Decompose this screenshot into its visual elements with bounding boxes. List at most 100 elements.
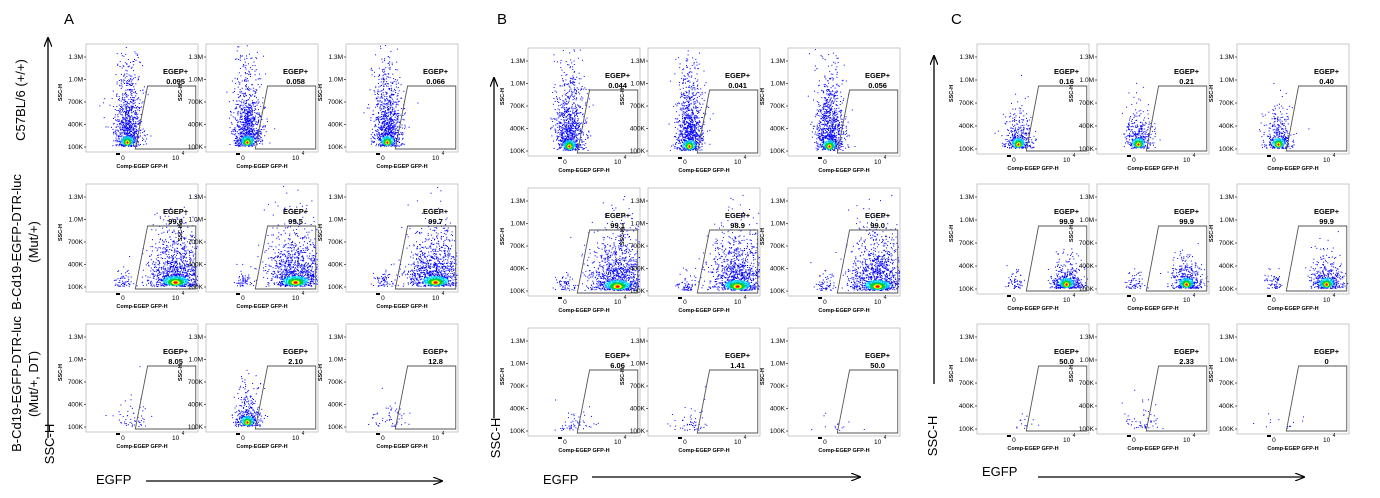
plot-c-r3-c1-ytick: 700K	[959, 380, 975, 387]
plot-c-r2-c2-ytick: 700K	[1079, 240, 1095, 247]
plot-c-r3-c1-ytick: 1.3M	[960, 334, 974, 341]
plot-a-r2-c1-gate-value: 99.6	[168, 217, 183, 226]
plot-b-r3-c3-events	[811, 412, 865, 431]
plot-c-r3-c2-ylabel: SSC-H	[1069, 365, 1075, 382]
plot-c-r1-c3-gate-label: EGEP+	[1314, 67, 1340, 76]
plot-c-r3-c1-gate	[1025, 365, 1088, 432]
plot-c-r1-c1-gate-value: 0.16	[1059, 77, 1074, 86]
plot-c-r3-c3-xtick-ten: 10	[1323, 437, 1331, 444]
plot-b-r1-c1-gate-value: 0.044	[608, 81, 628, 90]
plot-a-r3-c3-xlabel: Comp-EGEP GFP-H	[376, 444, 427, 450]
plot-b-r2-c3-xlabel: Comp-EGEP GFP-H	[818, 308, 869, 314]
plot-b-r2-c1-ytick: 700K	[510, 243, 526, 250]
plot-a-r1-c1-ytick: 400K	[68, 122, 84, 129]
plot-c-r2-c1-events-core	[1059, 278, 1074, 288]
plot-a-r3-c2-events-core	[241, 416, 254, 426]
plot-a-r3-c3-ytick: 1.3M	[329, 334, 343, 341]
plot-a-r1-c1-gate	[134, 85, 197, 150]
plot-a-r3-c3-xtick-zero: 0	[381, 435, 385, 442]
plot-a-r3-c1: 100K 400K 700K 1.0M 1.3M SSC-H 0 104 Comp-EGEP G…	[58, 323, 199, 450]
plot-c-r3-c2-ytick: 400K	[1079, 403, 1095, 410]
plot-a-r1-c1-frame	[85, 43, 199, 153]
plot-b-r1-c2-events	[668, 50, 714, 151]
plot-a-r1-c3-xtick-ten: 10	[432, 155, 440, 162]
plot-c-r1-c3-xlabel: Comp-EGEP GFP-H	[1267, 166, 1318, 172]
plot-a-r2-c2-ytick: 1.3M	[189, 194, 203, 201]
plot-b-r1-c1-ytick: 100K	[510, 148, 526, 155]
plot-b-r2-c2-ytick: 1.0M	[631, 221, 645, 228]
plot-c-r1-c1-ytick: 400K	[959, 123, 975, 130]
plot-a-r2-c1-gate	[134, 225, 197, 290]
plot-b-r3-c1: 100K 400K 700K 1.0M 1.3M SSC-H 0 104 Comp-EGEP G…	[500, 327, 641, 454]
plot-c-r1-c3-xtick-ten: 10	[1323, 157, 1331, 164]
plot-b-r3-c2-xtick-ten: 10	[734, 439, 742, 446]
plot-a-r1-c1-xtick-zero: 0	[121, 155, 125, 162]
plot-c-r3-c2-gate	[1145, 365, 1208, 432]
plot-b-r3-c1-ytick: 700K	[510, 383, 526, 390]
plot-b-r1-c2-ytick: 1.3M	[631, 58, 645, 65]
plot-a-r3-c3-gate-label: EGEP+	[423, 347, 449, 356]
plot-b-r3-c1-frame	[527, 327, 641, 437]
plot-a-r2-c2-xtick-exponent: 4	[302, 291, 305, 297]
plot-b-r1-c2-xlabel: Comp-EGEP GFP-H	[678, 168, 729, 174]
plot-b-r2-c2-xlabel: Comp-EGEP GFP-H	[678, 308, 729, 314]
plot-b-r2-c2-ytick: 700K	[630, 243, 646, 250]
panel-letter-b: B	[497, 11, 507, 28]
plot-c-r3-c2-events	[1121, 389, 1164, 429]
plot-c-r2-c1-ytick: 100K	[959, 286, 975, 293]
plot-c-r1-c1-ytick: 1.0M	[960, 77, 974, 84]
plot-c-r2-c3-xlabel: Comp-EGEP GFP-H	[1267, 306, 1318, 312]
plot-b-r2-c2-frame	[647, 187, 761, 297]
plot-a-r1-c1-gate-label: EGEP+	[163, 67, 189, 76]
plot-a-r2-c3: 100K 400K 700K 1.0M 1.3M SSC-H 0 104 Comp-EGEP G…	[318, 183, 459, 310]
plot-b-r1-c1-xtick-zero: 0	[563, 159, 567, 166]
plot-b-r1-c1-ytick: 700K	[510, 103, 526, 110]
plot-c-r2-c3-gate-label: EGEP+	[1314, 207, 1340, 216]
plot-b-r2-c2-ylabel: SSC-H	[620, 228, 626, 245]
plot-b-r2-c3-ytick: 100K	[770, 288, 786, 295]
plot-b-r2-c3-gate-value: 99.0	[870, 221, 885, 230]
plot-a-r2-c2-xlabel: Comp-EGEP GFP-H	[236, 304, 287, 310]
plot-a-r2-c2-frame	[205, 183, 319, 293]
plot-a-r3-c3-ytick: 100K	[328, 424, 344, 431]
plot-c-r3-c1-gate-value: 50.0	[1059, 357, 1074, 366]
plot-c-r2-c1-xtick-zero: 0	[1012, 297, 1016, 304]
plot-c-r1-c3-xtick-zero: 0	[1272, 157, 1276, 164]
plot-c-r1-c1-frame	[976, 43, 1090, 155]
plot-a-r1-c2-gate	[254, 85, 317, 150]
plot-c-r2-c3-xtick-ten: 10	[1323, 297, 1331, 304]
plot-b-r3-c2-gate-label: EGEP+	[725, 351, 751, 360]
plot-b-r1-c3-events	[807, 49, 856, 151]
plot-b-r1-c3-xtick-ten: 10	[874, 159, 882, 166]
plot-c-r1-c3-ytick: 100K	[1219, 146, 1235, 153]
plot-a-r2-c1-xtick-exponent: 4	[182, 291, 185, 297]
plot-b-r1-c2-xtick-ten: 10	[734, 159, 742, 166]
plot-a-r3-c3-xtick-exponent: 4	[442, 431, 445, 437]
plot-c-r2-c2-xtick-exponent: 4	[1193, 293, 1196, 299]
plot-b-r3-c1-xlabel: Comp-EGEP GFP-H	[558, 448, 609, 454]
plot-b-r2-c2-gate-value: 98.9	[730, 221, 745, 230]
plot-b-r1-c3-xtick-exponent: 4	[884, 155, 887, 161]
plot-a-r3-c1-ytick: 1.3M	[69, 334, 83, 341]
plot-a-r3-c3-ylabel: SSC-H	[318, 364, 324, 381]
plot-b-r2-c1-gate-value: 99.1	[610, 221, 625, 230]
plot-c-r3-c3-gate-label: EGEP+	[1314, 347, 1340, 356]
plot-c-r1-c2-frame	[1096, 43, 1210, 155]
plot-b-r1-c2-events-core	[683, 140, 696, 150]
plot-b-r2-c2-ytick: 100K	[630, 288, 646, 295]
plot-a-r3-c3-events	[368, 387, 411, 427]
plot-b-r2-c3-events-core	[865, 280, 891, 290]
plot-a-r3-c1-ytick: 700K	[68, 379, 84, 386]
plot-c-r3-c3-gate	[1285, 365, 1348, 432]
plot-a-r2-c3-ytick: 1.3M	[329, 194, 343, 201]
plot-c-r1-c2-xtick-ten: 10	[1183, 157, 1191, 164]
plot-c-r2-c1-events	[1005, 248, 1088, 289]
plot-b-r1-c1-xtick-exponent: 4	[624, 155, 627, 161]
x-axis-label-a: EGFP	[96, 472, 131, 487]
plot-b-r2-c1-ytick: 1.0M	[511, 221, 525, 228]
plot-b-r3-c3-ytick: 100K	[770, 428, 786, 435]
plot-a-r2-c2-events-core	[283, 276, 309, 286]
plot-a-r3-c2-xtick-ten: 10	[292, 435, 300, 442]
plot-a-r1-c2-ylabel: SSC-H	[178, 84, 184, 101]
